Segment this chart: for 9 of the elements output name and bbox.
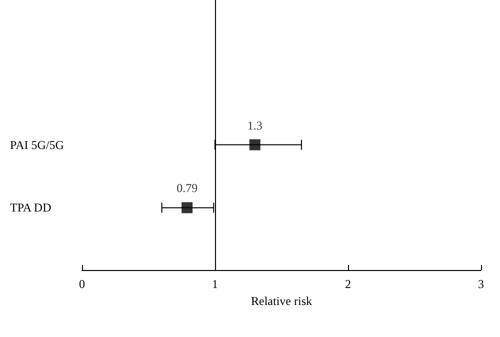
x-tick-label: 3 [478,277,484,291]
data-label: 1.3 [247,118,262,132]
data-label: 0.79 [176,181,198,196]
x-tick-label: 1 [212,277,218,291]
x-tick-label: 0 [79,277,85,291]
x-axis-title: Relative risk [251,294,312,308]
y-tick-label: PAI 5G/5G [10,138,64,152]
x-tick-label: 2 [345,277,351,291]
y-tick-label: TPA DD [10,200,52,215]
